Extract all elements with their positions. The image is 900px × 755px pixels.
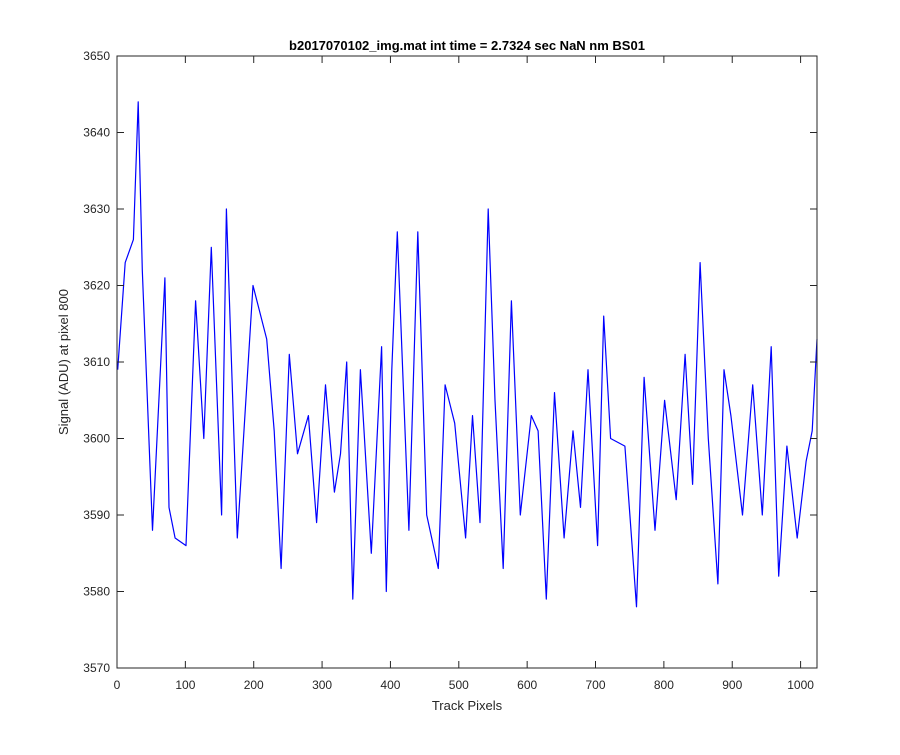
series-line — [117, 101, 818, 608]
y-tick-label: 3630 — [83, 202, 110, 216]
x-tick-label: 0 — [114, 678, 121, 692]
y-axis-ticks: 3570 3580 3590 3600 3610 3620 3630 3640 3650 — [83, 49, 817, 675]
x-tick-label: 100 — [175, 678, 195, 692]
x-axis-label: Track Pixels — [432, 698, 503, 713]
plot-area-background — [117, 56, 817, 668]
x-tick-label: 600 — [517, 678, 537, 692]
plot-area-frame — [116, 55, 818, 669]
y-tick-label: 3650 — [83, 49, 110, 63]
y-axis-label: Signal (ADU) at pixel 800 — [56, 289, 71, 435]
x-tick-label: 500 — [449, 678, 469, 692]
x-tick-label: 400 — [380, 678, 400, 692]
chart-title: b2017070102_img.mat int time = 2.7324 se… — [289, 38, 645, 53]
x-tick-label: 300 — [312, 678, 332, 692]
data-layer — [117, 101, 818, 608]
y-tick-label: 3570 — [83, 661, 110, 675]
y-tick-label: 3610 — [83, 355, 110, 369]
x-axis-ticks: 0 100 200 300 400 500 600 700 800 900 1000 — [114, 56, 814, 692]
y-tick-label: 3580 — [83, 585, 110, 599]
y-tick-label: 3590 — [83, 508, 110, 522]
x-tick-label: 700 — [586, 678, 606, 692]
y-tick-label: 3600 — [83, 432, 110, 446]
x-tick-label: 1000 — [787, 678, 814, 692]
x-tick-label: 200 — [244, 678, 264, 692]
x-tick-label: 800 — [654, 678, 674, 692]
x-tick-label: 900 — [722, 678, 742, 692]
y-tick-label: 3640 — [83, 126, 110, 140]
y-tick-label: 3620 — [83, 279, 110, 293]
